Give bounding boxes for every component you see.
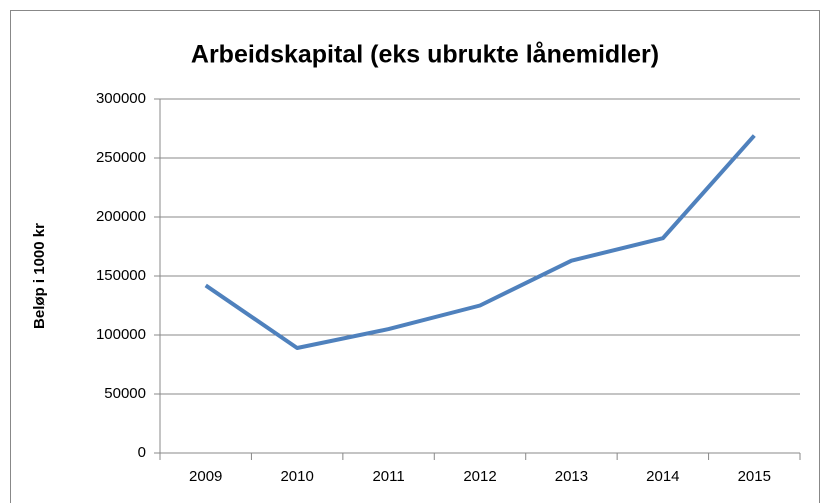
y-tick-label: 300000 — [96, 90, 146, 107]
x-tick-label: 2014 — [646, 468, 679, 485]
x-tick-label: 2013 — [555, 468, 588, 485]
x-tick-label: 2011 — [372, 468, 404, 485]
chart-border — [10, 10, 820, 503]
y-tick-label: 100000 — [96, 326, 146, 343]
y-tick-label: 200000 — [96, 208, 146, 225]
y-axis-label: Beløp i 1000 kr — [31, 223, 48, 329]
x-tick-label: 2015 — [738, 468, 771, 485]
x-tick-label: 2012 — [463, 468, 496, 485]
line-series — [204, 134, 756, 350]
y-tick-label: 150000 — [96, 267, 146, 284]
x-tick-label: 2009 — [189, 468, 222, 485]
y-tick-label: 50000 — [104, 385, 146, 402]
y-tick-label: 250000 — [96, 149, 146, 166]
y-tick-label: 0 — [138, 444, 146, 461]
chart-title: Arbeidskapital (eks ubrukte lånemidler) — [191, 41, 659, 69]
x-tick-label: 2010 — [280, 468, 313, 485]
